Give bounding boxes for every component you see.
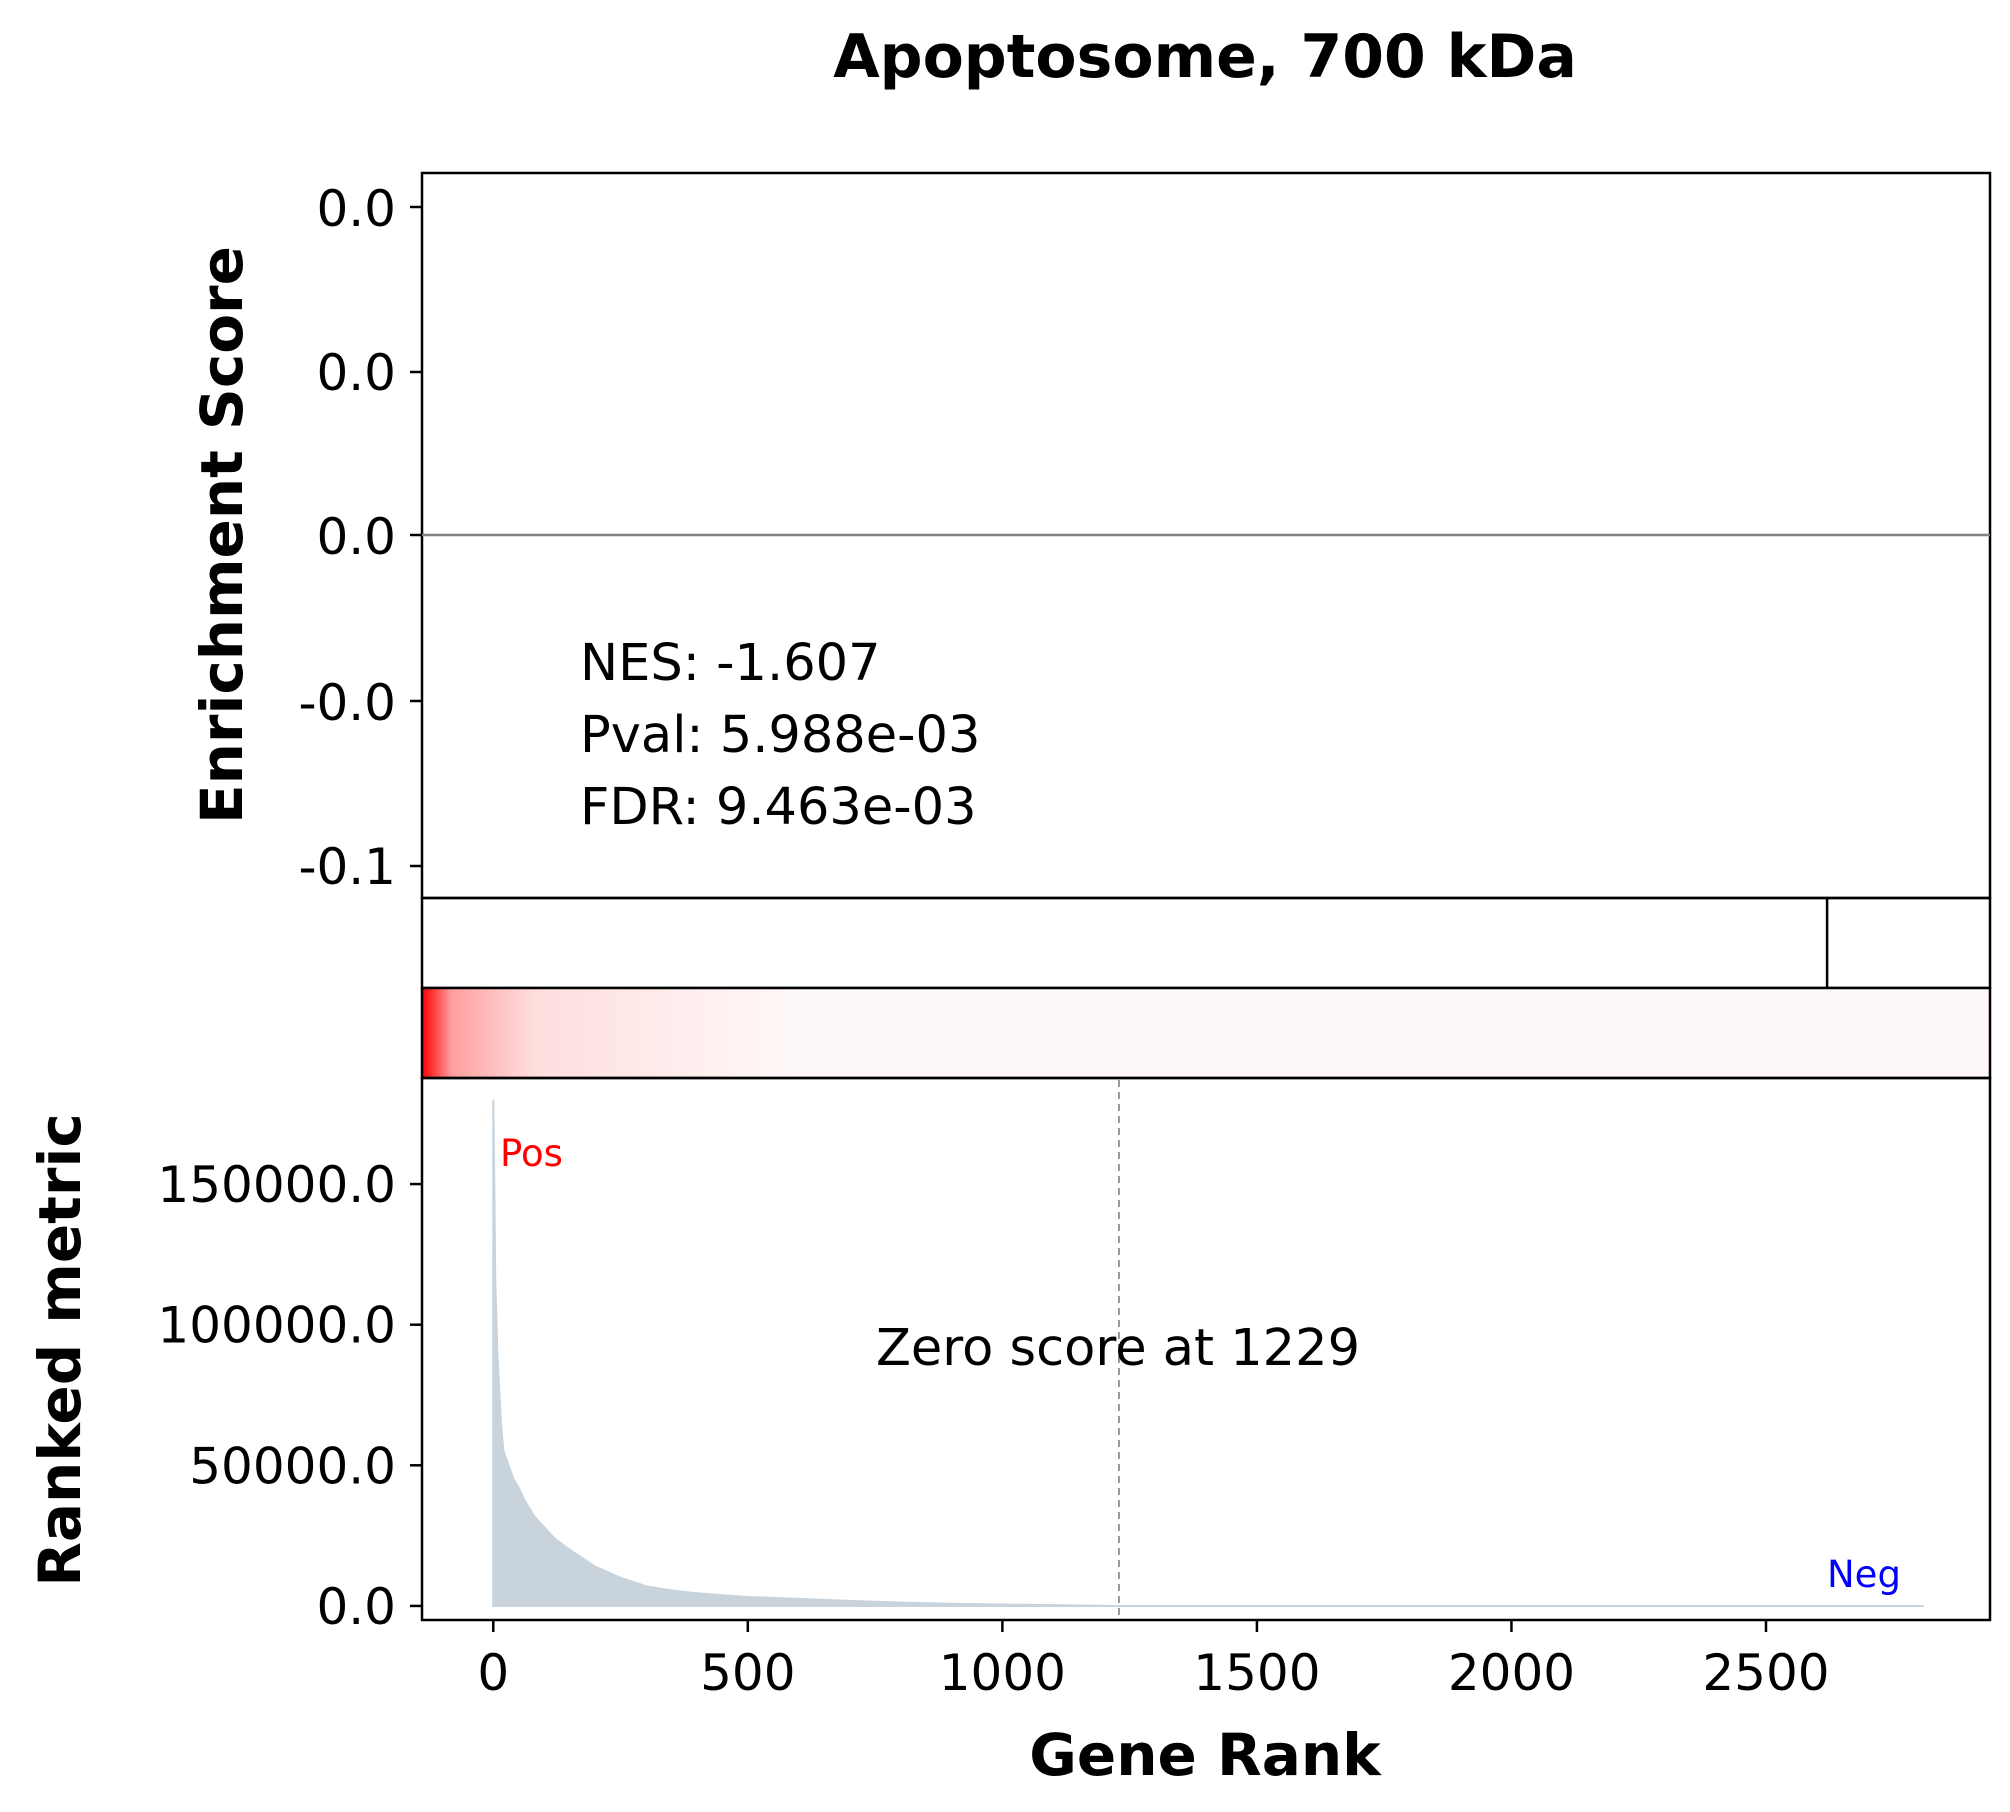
chart-title: Apoptosome, 700 kDa: [833, 22, 1577, 92]
gene-set-hits-panel: [420, 896, 1992, 990]
x-tick-label: 2500: [1702, 1644, 1829, 1702]
enrichment-panel: 0.0 0.0 0.0 -0.0 -0.1 Enrichment Score N…: [188, 171, 1992, 900]
y-tick-label: 150000.0: [157, 1156, 396, 1214]
rank-heat-rest: [793, 988, 1990, 1078]
enrichment-stats: NES: -1.607 Pval: 5.988e-03 FDR: 9.463e-…: [580, 634, 980, 837]
nes-label: NES: -1.607: [580, 634, 881, 693]
x-axis-label: Gene Rank: [1029, 1721, 1382, 1789]
pos-label: Pos: [500, 1132, 563, 1175]
neg-label: Neg: [1827, 1553, 1901, 1596]
ranked-metric-frame: [420, 1076, 1992, 1622]
ranked-metric-x-ticks: 0 500 1000 1500 2000 2500: [477, 1620, 1830, 1702]
x-tick-label: 2000: [1448, 1644, 1575, 1702]
y-tick-label: 0.0: [316, 344, 396, 402]
x-tick-label: 0: [477, 1644, 509, 1702]
rank-gradient-panel: [420, 986, 1992, 1080]
y-tick-label: 0.0: [316, 180, 396, 238]
y-tick-label: 100000.0: [157, 1297, 396, 1355]
x-tick-label: 1500: [1193, 1644, 1320, 1702]
ranked-metric-panel: Zero score at 1229 Pos Neg 0.0 50000.0 100…: [26, 1076, 1992, 1789]
ranked-metric-y-ticks: 0.0 50000.0 100000.0 150000.0: [157, 1156, 422, 1636]
y-tick-label: 50000.0: [189, 1437, 396, 1495]
y-tick-label: 0.0: [316, 1578, 396, 1636]
x-tick-label: 1000: [939, 1644, 1066, 1702]
x-tick-label: 500: [700, 1644, 795, 1702]
hits-panel-frame: [420, 896, 1992, 990]
y-tick-label: -0.0: [298, 674, 396, 732]
rank-heat-bar: [422, 988, 794, 1078]
enrichment-y-ticks: 0.0 0.0 0.0 -0.0 -0.1: [298, 180, 422, 896]
ranked-metric-area: [492, 1099, 1924, 1607]
pval-label: Pval: 5.988e-03: [580, 706, 980, 765]
fdr-label: FDR: 9.463e-03: [580, 778, 977, 837]
ranked-metric-y-axis-label: Ranked metric: [26, 1113, 94, 1587]
zero-score-label: Zero score at 1229: [876, 1319, 1360, 1378]
y-tick-label: -0.1: [298, 838, 396, 896]
enrichment-y-axis-label: Enrichment Score: [188, 246, 256, 824]
y-tick-label: 0.0: [316, 508, 396, 566]
